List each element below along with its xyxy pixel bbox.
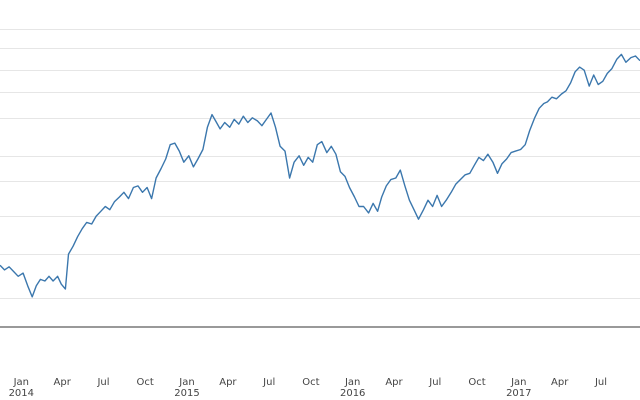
x-tick-label-3: Oct: [137, 377, 154, 388]
x-tick-label-2: Jul: [96, 377, 109, 388]
x-tick-label-8: Jan: [344, 377, 360, 388]
x-tick-label-4: Jan: [178, 377, 194, 388]
x-tick-label-13: Apr: [551, 377, 569, 388]
x-tick-label-12: Jan: [510, 377, 526, 388]
x-tick-label-10: Jul: [428, 377, 441, 388]
x-tick-label-6: Jul: [262, 377, 275, 388]
x-tick-label-9: Apr: [385, 377, 403, 388]
x-tick-year-0: 2014: [9, 388, 34, 399]
x-tick-year-8: 2016: [340, 388, 365, 399]
series-line-0: [0, 53, 640, 298]
gridlines: [0, 29, 640, 299]
x-tick-year-4: 2015: [174, 388, 199, 399]
x-tick-label-1: Apr: [54, 377, 72, 388]
x-tick-label-7: Oct: [302, 377, 319, 388]
x-tick-year-12: 2017: [506, 388, 531, 399]
x-tick-label-11: Oct: [468, 377, 485, 388]
x-tick-label-14: Jul: [594, 377, 607, 388]
x-tick-label-5: Apr: [219, 377, 237, 388]
series-layer: [0, 53, 640, 298]
x-tick-label-0: Jan: [13, 377, 29, 388]
